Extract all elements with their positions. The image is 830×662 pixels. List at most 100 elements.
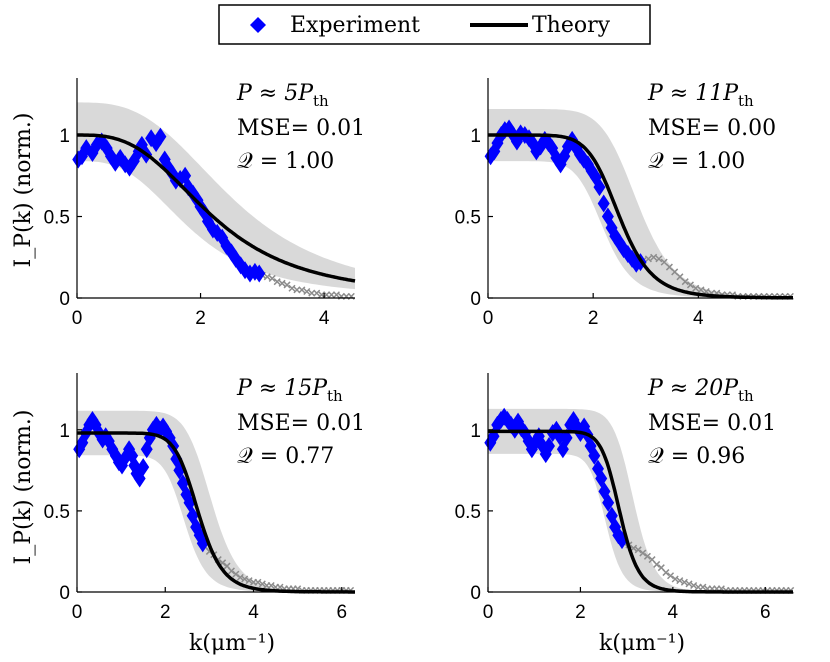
annotation-q: 𝒬 = 0.77 [237,444,334,469]
experiment-point [602,493,615,512]
experiment-point [137,458,150,477]
y-axis-label-text: I_P(k) (norm.) [11,410,36,565]
y-axis-label-text: I_P(k) (norm.) [11,113,36,268]
y-tick-label: 1 [470,126,481,147]
theory-line [77,133,356,283]
tail-point [245,577,253,585]
tail-point [232,570,240,578]
tail-point [665,263,673,271]
x-tick-label: 4 [248,602,259,623]
tail-point [288,284,296,292]
panel-top-left: 0 2 4 0 0.5 1 P ≈ 5Pth MSE= 0.01 𝒬 = 1.00 [44,78,365,329]
tail-point [644,255,652,263]
legend-box [218,4,651,45]
y-tick-label: 0 [59,583,70,604]
tail-point [699,583,707,591]
tail-point [254,578,262,586]
annotation-power: P ≈ 15Pth [236,376,343,405]
tail-point [660,258,668,266]
tail-point [639,549,647,557]
tail-point [263,273,271,281]
experiment-point [597,194,610,213]
experiment-point [253,264,266,283]
tail-point [258,580,266,588]
theory-line [488,133,793,300]
experiment-point [154,127,167,146]
y-tick-label: 0.5 [455,208,481,229]
x-tick-label: 2 [588,308,599,329]
y-tick-label: 0 [59,289,70,310]
x-tick-label: 6 [760,602,771,623]
x-tick-label: 0 [72,602,83,623]
tail-point [643,552,651,560]
x-tick-label: 4 [319,308,330,329]
tail-point [227,567,235,575]
x-tick-label: 6 [336,602,347,623]
annotation-mse: MSE= 0.01 [648,411,776,436]
tail-point [650,253,658,261]
annotation-mse: MSE= 0.00 [648,116,776,141]
tail-point [697,286,705,294]
confidence-band [77,410,355,592]
tail-point [685,580,693,588]
tail-point [303,287,311,296]
tail-point [671,575,679,583]
tail-point [692,284,700,292]
annotation-mse: MSE= 0.01 [237,411,365,436]
tail-point [634,546,642,554]
tail-point [278,279,286,287]
panel-top-right: 0 2 4 0 0.5 1 P ≈ 11Pth MSE= 0.00 𝒬 = 1.00 [455,78,794,329]
y-tick-label: 0.5 [44,502,70,523]
tail-point [676,273,684,281]
experiment-point [593,178,606,197]
tail-point [667,572,675,580]
tail-point [332,291,340,299]
tail-point [655,255,663,263]
experiment-point [588,446,601,465]
x-tick-label: 0 [483,308,494,329]
legend-experiment-marker [250,17,266,33]
tail-point [690,581,698,590]
tail-point [653,560,661,568]
annotation-q: 𝒬 = 1.00 [237,149,334,174]
panel-bottom-right: 0 2 4 6 0 0.5 1 P ≈ 20Pth MSE= 0.01 𝒬 = 0.96 [455,373,795,623]
experiment-point [505,415,518,434]
x-tick-label: 0 [72,308,83,329]
y-tick-label: 1 [59,126,70,147]
tail-point [313,289,321,297]
y-tick-label: 0.5 [44,208,70,229]
x-axis-label-left: k(μm⁻¹) [189,631,275,656]
experiment-point [560,428,573,447]
x-tick-label: 2 [195,308,206,329]
x-axis-label-right: k(μm⁻¹) [599,631,685,656]
y-tick-label: 0 [470,289,481,310]
tail-point [298,286,306,294]
tail-point [671,268,679,276]
annotation-power: P ≈ 11Pth [647,81,754,110]
y-tick-label: 1 [470,421,481,442]
tail-point [267,581,275,590]
tail-point [276,583,284,591]
tail-point [680,578,688,586]
x-tick-label: 2 [160,602,171,623]
tail-point [268,274,276,282]
x-tick-label: 4 [693,308,704,329]
y-tick-label: 0 [470,583,481,604]
tail-point [236,573,244,581]
x-tick-label: 4 [668,602,679,623]
annotation-q: 𝒬 = 0.96 [648,444,745,469]
legend-experiment-label: Experiment [290,13,420,38]
y-tick-label: 0.5 [455,502,481,523]
tail-point [241,575,249,583]
panel-bottom-left: 0 2 4 6 0 0.5 1 P ≈ 15Pth MSE= 0.01 𝒬 = 0.77 [44,373,365,623]
tail-point [662,569,670,577]
panels: 0 2 4 0 0.5 1 P ≈ 5Pth MSE= 0.01 𝒬 = 1.00 0 2 4 0 0.5… [44,78,795,623]
x-tick-label: 0 [483,602,494,623]
annotation-power: P ≈ 5Pth [236,81,329,110]
annotation-q: 𝒬 = 1.00 [648,149,745,174]
legend-theory-label: Theory [532,13,611,38]
y-axis-label-bottom: I_P(k) (norm.) [11,410,36,565]
y-tick-label: 1 [59,421,70,442]
tail-point [681,278,689,286]
